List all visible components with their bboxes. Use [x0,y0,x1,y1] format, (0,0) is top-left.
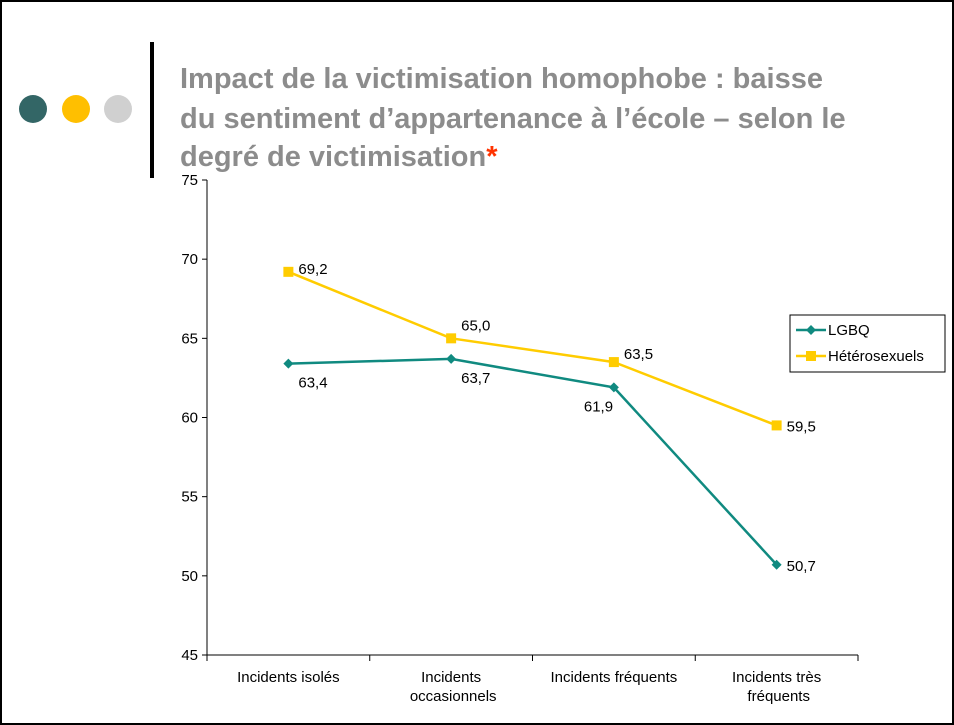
data-point [283,266,294,277]
title-line: du sentiment d’appartenance à l’école – … [180,103,846,135]
data-label: 59,5 [787,418,816,435]
decor-bar [150,42,154,178]
title-line: degré de victimisation* [180,141,498,173]
legend-label: LGBQ [828,322,870,339]
x-tick-label: Incidents occasionnels [406,669,497,705]
title-text: degré de victimisation [180,141,486,173]
data-label: 61,9 [584,398,613,415]
data-point [806,325,816,335]
data-label: 50,7 [787,558,816,575]
data-point [446,353,457,364]
decor-dot [104,95,132,123]
data-label: 69,2 [298,261,327,278]
decor-dot [19,95,47,123]
data-label: 63,4 [298,375,327,392]
data-point [283,358,294,369]
decor-dot [62,95,90,123]
data-point [608,357,619,368]
legend-box [789,314,946,373]
data-label: 63,7 [461,370,490,387]
x-tick-label: Incidents isolés [237,669,340,686]
data-point [771,420,782,431]
data-point [608,382,619,393]
y-tick-label: 50 [181,568,198,585]
data-point [446,333,457,344]
x-tick-label: Incidents très fréquents [732,669,821,705]
legend-label: Hétérosexuels [828,348,924,365]
data-label: 65,0 [461,317,490,334]
y-tick-label: 75 [181,172,198,189]
series-line [287,270,778,427]
data-point [806,351,816,361]
y-tick-label: 55 [181,489,198,506]
title-mark: * [486,141,498,173]
series-line [288,357,778,566]
title-line: Impact de la victimisation homophobe : b… [180,63,823,95]
y-tick-label: 60 [181,410,198,427]
x-tick-label: Incidents fréquents [551,669,678,686]
data-label: 63,5 [624,346,653,363]
data-point [771,559,782,570]
y-tick-label: 45 [181,647,198,664]
y-tick-label: 65 [181,330,198,347]
y-tick-label: 70 [181,251,198,268]
